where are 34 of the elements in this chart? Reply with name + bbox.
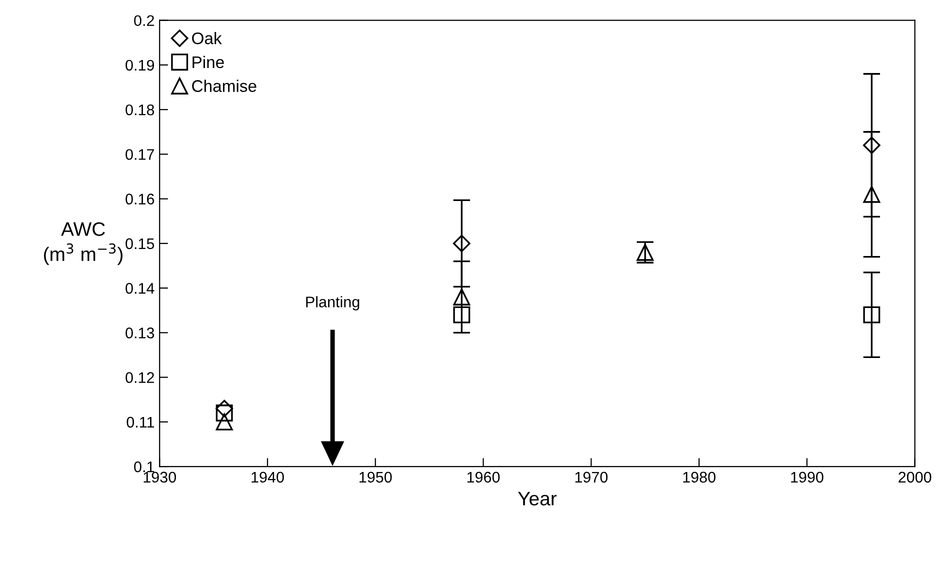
annotation: Planting [306, 296, 360, 310]
point [216, 404, 233, 422]
point [216, 413, 233, 430]
y-tick-label: 0.12 [126, 372, 154, 383]
point [863, 136, 880, 154]
x-tick-label: 1970 [575, 472, 608, 483]
x-axis-title: Year [518, 492, 557, 506]
legend-label: Oak [192, 32, 222, 44]
point [453, 288, 470, 306]
x-tick-label: 2000 [898, 472, 932, 483]
y-tick-label: 0.16 [126, 194, 154, 205]
point [453, 234, 470, 252]
y-tick-label: 0.13 [126, 328, 154, 338]
y-tick-label: 0.15 [126, 238, 154, 250]
x-tick-label: 1960 [467, 472, 500, 483]
point [453, 306, 470, 324]
x-tick-label: 1940 [252, 472, 284, 483]
point [863, 186, 880, 203]
y-tick-label: 0.18 [126, 104, 154, 116]
y-tick-label: 0.17 [126, 149, 154, 160]
x-tick-label: 1930 [144, 472, 176, 483]
y-tick-label: 0.11 [126, 416, 154, 428]
legend-label: Pine [192, 56, 224, 68]
x-tick-label: 1950 [360, 472, 392, 483]
point [863, 306, 880, 324]
y-tick-label: 0.19 [126, 60, 154, 71]
point [216, 400, 234, 418]
legend-label: Chamise [192, 80, 256, 92]
x-tick-label: 1980 [683, 472, 716, 483]
x-tick-label: 1990 [791, 472, 824, 483]
y-tick-label: 0.2 [134, 15, 154, 26]
y-axis-title: AWC (m$^{3}$ m$^{−3}$) [44, 222, 122, 265]
y-tick-label: 0.14 [126, 282, 154, 294]
y-tick-label: 0.1 [134, 461, 154, 472]
